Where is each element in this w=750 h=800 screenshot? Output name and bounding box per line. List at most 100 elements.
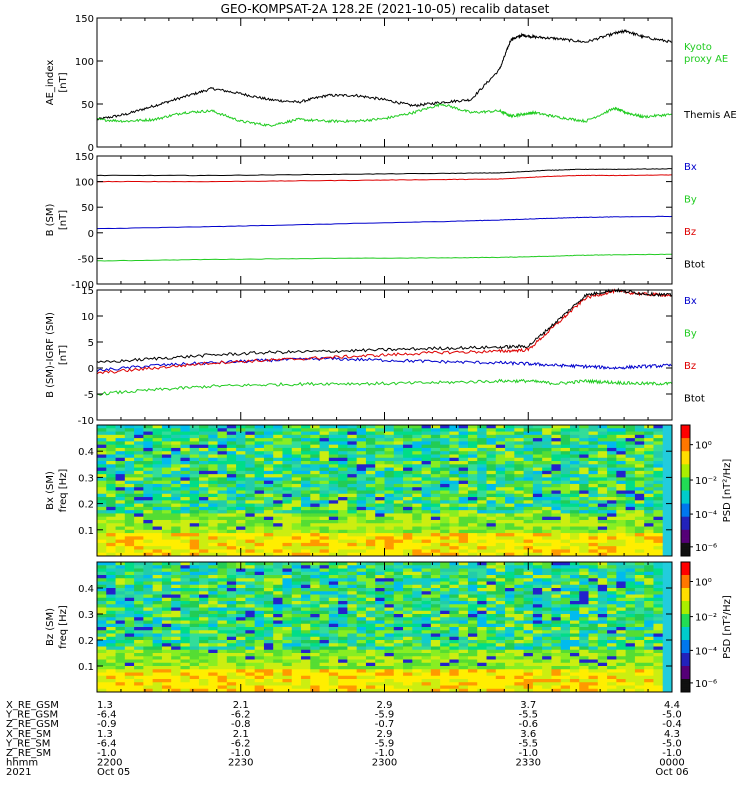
spectrogram-cell: [560, 516, 571, 521]
spectrogram-cell: [653, 493, 664, 498]
spectrogram-cell: [430, 571, 441, 576]
spectrogram-cell: [458, 679, 469, 683]
spectrogram-cell: [189, 666, 200, 670]
spectrogram-cell: [505, 633, 515, 638]
spectrogram-cell: [634, 536, 645, 541]
spectrogram-cell: [180, 546, 191, 550]
spectrogram-cell: [347, 447, 358, 452]
spectrogram-cell: [310, 656, 320, 660]
spectrogram-cell: [143, 493, 154, 498]
spectrogram-cell: [310, 539, 320, 544]
spectrogram-cell: [403, 497, 413, 501]
spectrogram-cell: [486, 640, 497, 644]
spectrogram-cell: [375, 467, 385, 472]
spectrogram-cell: [134, 487, 144, 491]
spectrogram-cell: [291, 571, 302, 576]
spectrogram-cell: [310, 597, 320, 602]
spectrogram-cell: [375, 581, 385, 586]
spectrogram-cell: [208, 506, 218, 511]
spectrogram-cell: [226, 506, 237, 511]
spectrogram-cell: [254, 506, 265, 511]
spectrogram-cell: [180, 601, 191, 605]
spectrogram-cell: [282, 516, 293, 521]
spectrogram-cell: [514, 457, 525, 462]
spectrogram-cell: [263, 470, 274, 475]
spectrogram-cell: [505, 461, 515, 465]
spectrogram-cell: [338, 571, 348, 576]
spectrogram-cell: [263, 506, 274, 511]
spectrogram-cell: [106, 591, 116, 595]
spectrogram-cell: [569, 480, 580, 485]
spectrogram-cell: [393, 627, 404, 631]
spectrogram-cell: [338, 434, 348, 439]
spectrogram-cell: [597, 451, 608, 455]
spectrogram-cell: [328, 519, 339, 524]
spectrogram-cell: [644, 438, 654, 442]
spectrogram-cell: [495, 640, 506, 644]
spectrogram-cell: [254, 470, 265, 475]
spectrogram-cell: [384, 487, 395, 491]
spectrogram-cell: [217, 467, 228, 472]
spectrogram-cell: [245, 503, 256, 508]
spectrogram-cell: [430, 688, 441, 693]
spectrogram-cell: [644, 513, 654, 518]
spectrogram-cell: [607, 526, 617, 531]
spectrogram-cell: [440, 546, 450, 550]
spectrogram-cell: [449, 610, 460, 615]
spectrogram-cell: [226, 627, 237, 631]
spectrogram-cell: [440, 633, 450, 638]
spectrogram-cell: [412, 539, 422, 544]
spectrogram-cell: [226, 633, 237, 638]
spectrogram-cell: [152, 653, 163, 657]
spectrogram-cell: [523, 675, 534, 680]
spectrogram-cell: [542, 480, 552, 485]
spectrogram-cell: [579, 542, 589, 547]
spectrogram-cell: [356, 617, 367, 621]
spectrogram-cell: [514, 431, 525, 436]
spectrogram-cell: [532, 503, 543, 508]
spectrogram-cell: [393, 562, 404, 566]
spectrogram-cell: [532, 672, 543, 677]
spectrogram-cell: [263, 675, 274, 680]
spectrogram-cell: [282, 627, 293, 631]
spectrogram-cell: [449, 666, 460, 670]
spectrogram-cell: [273, 591, 283, 595]
spectrogram-cell: [588, 470, 599, 475]
spectrogram-cell: [421, 669, 432, 673]
spectrogram-cell: [551, 584, 562, 589]
spectrogram-cell: [310, 549, 320, 554]
spectrogram-cell: [208, 461, 218, 465]
spectrogram-cell: [171, 630, 181, 634]
spectrogram-cell: [542, 568, 552, 573]
spectrogram-cell: [291, 633, 302, 638]
spectrogram-cell: [579, 562, 589, 566]
spectrogram-cell: [542, 490, 552, 495]
spectrogram-cell: [106, 688, 116, 693]
spectrogram-cell: [236, 627, 246, 631]
spectrogram-cell: [273, 428, 283, 432]
spectrogram-cell: [245, 487, 256, 491]
spectrogram-cell: [375, 428, 385, 432]
spectrogram-cell: [384, 519, 395, 524]
spectrogram-cell: [347, 434, 358, 439]
spectrogram-cell: [254, 643, 265, 647]
spectrogram-cell: [301, 477, 311, 482]
spectrogram-cell: [208, 480, 218, 485]
spectrogram-cell: [328, 623, 339, 628]
spectrogram-cell: [458, 552, 469, 557]
spectrogram-cell: [384, 467, 395, 472]
spectrogram-cell: [328, 685, 339, 690]
spectrogram-cell: [477, 546, 487, 550]
spectrogram-cell: [152, 575, 163, 579]
spectrogram-cell: [412, 620, 422, 625]
spectrogram-cell: [588, 620, 599, 625]
spectrogram-cell: [161, 623, 172, 628]
spectrogram-cell: [171, 607, 181, 612]
spectrogram-cell: [236, 497, 246, 501]
spectrogram-cell: [532, 510, 543, 514]
spectrogram-cell: [328, 497, 339, 501]
spectrogram-cell: [273, 539, 283, 544]
spectrogram-cell: [217, 470, 228, 475]
spectrogram-cell: [356, 431, 367, 436]
spectrogram-cell: [384, 480, 395, 485]
